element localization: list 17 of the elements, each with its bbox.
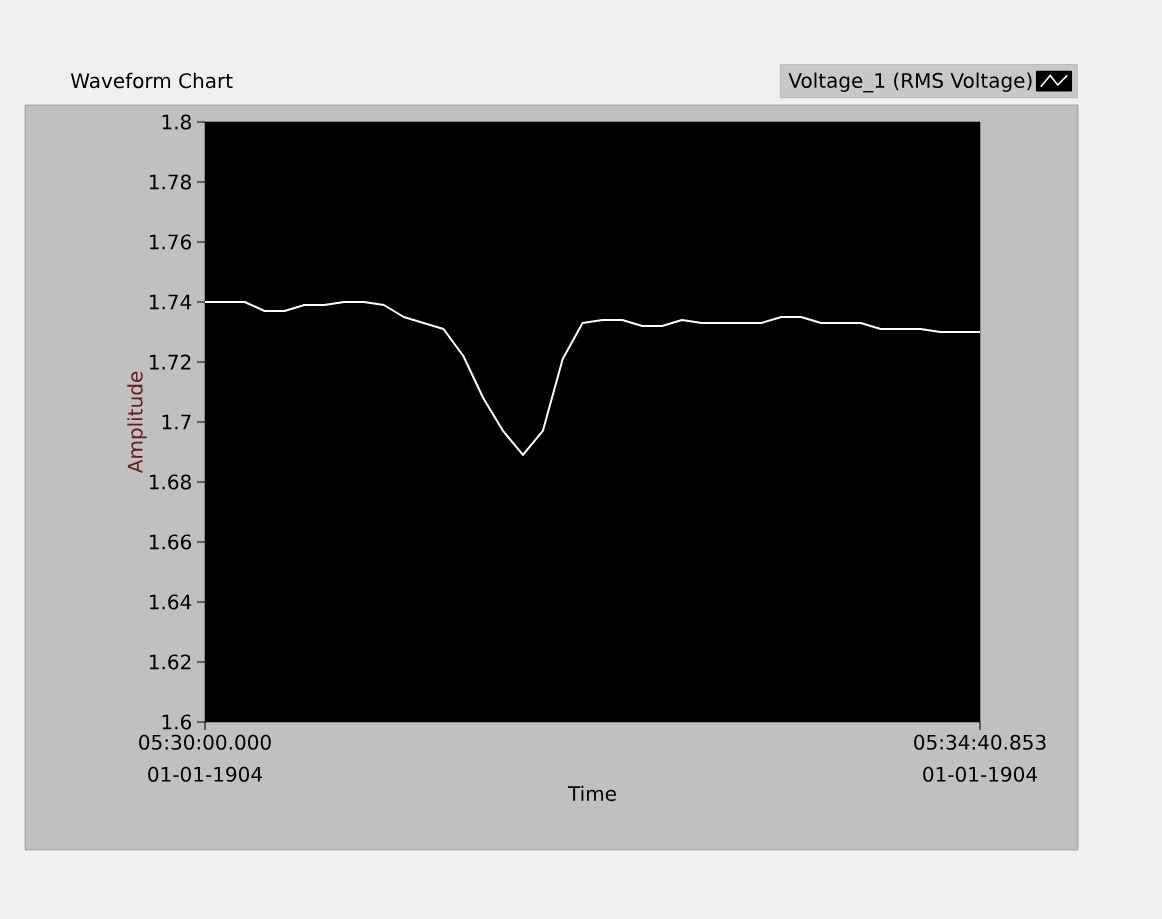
y-tick-label: 1.64 <box>149 594 192 610</box>
legend-label: Voltage_1 (RMS Voltage) <box>788 72 1032 93</box>
chart-title: Waveform Chart <box>70 72 233 89</box>
x-axis-title: Time <box>567 785 616 802</box>
y-tick-label: 1.68 <box>149 474 191 490</box>
y-axis-title: Amplitude <box>127 371 147 474</box>
y-tick-label: 1.78 <box>149 174 191 190</box>
y-tick-label: 1.62 <box>149 654 191 670</box>
y-tick-label: 1.66 <box>149 534 192 550</box>
y-tick-label: 1.76 <box>149 234 192 250</box>
y-tick-label: 1.8 <box>162 114 191 130</box>
y-tick-label: 1.74 <box>149 294 192 310</box>
y-tick-label: 1.72 <box>149 354 191 370</box>
x-tick-label: 05:30:00.000 01-01-1904 <box>139 734 271 782</box>
y-tick-label: 1.6 <box>162 714 192 730</box>
y-tick-label: 1.7 <box>162 414 191 430</box>
x-tick-label: 05:34:40.853 01-01-1904 <box>914 734 1046 782</box>
